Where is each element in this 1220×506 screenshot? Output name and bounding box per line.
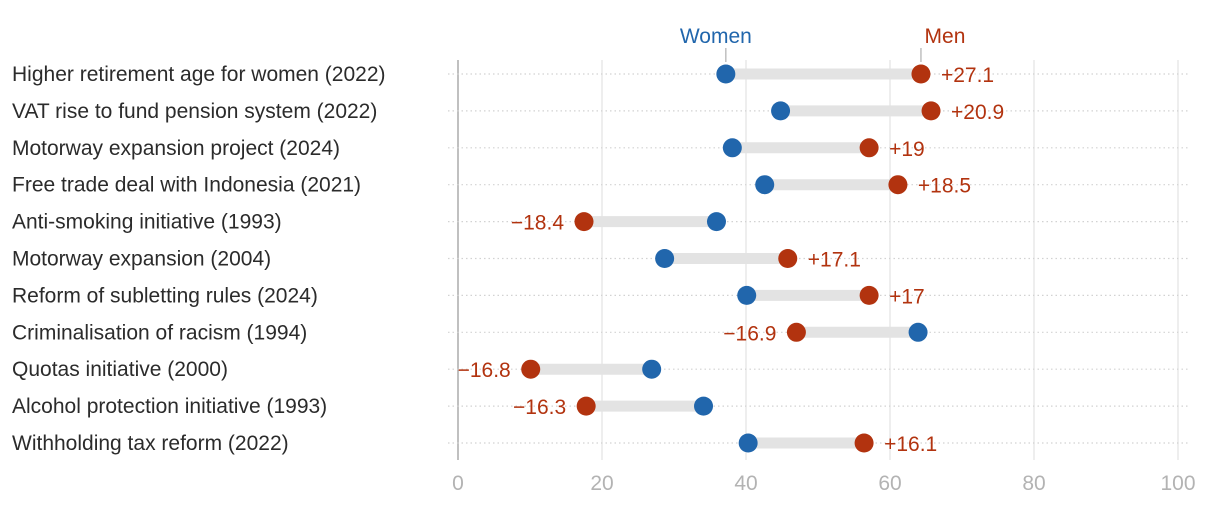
women-dot [738,433,758,453]
row-label: Withholding tax reform (2022) [12,432,289,455]
difference-labels: +27.1 +20.9 +19 +18.5 −18.4 +17.1 +17 −16.9 −16.… [458,64,1005,456]
tick-label-40: 40 [734,472,757,495]
row-label: Motorway expansion (2004) [12,248,271,271]
row-label: Anti-smoking initiative (1993) [12,211,282,234]
row-label: Free trade deal with Indonesia (2021) [12,174,361,197]
difference-label: +16.1 [884,433,937,456]
tick-label-20: 20 [590,472,613,495]
difference-label: −16.8 [458,359,511,382]
row-label: Alcohol protection initiative (1993) [12,395,327,418]
row-label: Higher retirement age for women (2022) [12,63,386,86]
men-dot [778,249,798,268]
men-dot [574,212,594,232]
row-label: Quotas initiative (2000) [12,358,228,381]
tick-label-0: 0 [452,472,464,495]
dots [521,64,941,453]
women-dot [737,285,757,305]
women-dot [716,64,736,84]
difference-label: +18.5 [918,175,971,198]
men-dot [786,322,806,342]
men-dot [888,175,908,195]
tick-label-100: 100 [1160,472,1195,495]
legend-women: Women [680,25,752,48]
difference-label: +17 [889,285,925,308]
row-label: Reform of subletting rules (2024) [12,284,318,307]
women-dot [706,212,726,232]
difference-label: −16.3 [513,396,566,419]
difference-label: +20.9 [951,101,1004,124]
row-labels: Higher retirement age for women (2022) VA… [12,63,386,455]
women-dot [694,396,714,416]
tick-label-60: 60 [878,472,901,495]
men-dot [521,359,541,379]
connectors [530,68,932,449]
legend: Women Men [680,25,966,62]
tick-label-80: 80 [1022,472,1045,495]
men-dot [859,285,879,305]
difference-label: −18.4 [511,212,564,235]
women-dot [642,359,662,379]
women-dot [908,322,928,342]
men-dot [576,396,596,416]
difference-label: +27.1 [941,64,994,87]
men-dot [854,433,874,453]
legend-men: Men [925,25,966,48]
women-dot [722,138,742,158]
row-label: Criminalisation of racism (1994) [12,321,307,344]
row-label: Motorway expansion project (2024) [12,137,340,160]
women-dot [771,101,791,121]
men-dot [921,101,941,121]
row-label: VAT rise to fund pension system (2022) [12,100,377,123]
difference-label: +17.1 [808,249,861,272]
men-dot [911,64,931,84]
difference-label: −16.9 [723,322,776,345]
x-axis-ticks: 0 20 40 60 80 100 [452,472,1195,495]
women-dot [655,249,675,268]
women-dot [755,175,775,195]
men-dot [859,138,879,158]
difference-label: +19 [889,138,925,161]
